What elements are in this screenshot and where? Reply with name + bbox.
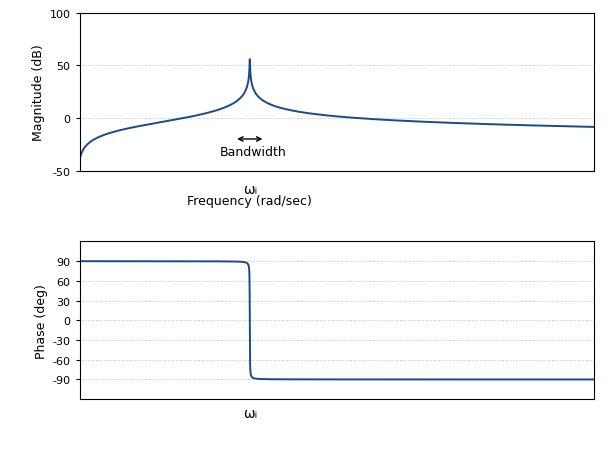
Text: ωᵢ: ωᵢ: [242, 407, 257, 420]
Text: Bandwidth: Bandwidth: [220, 146, 286, 159]
Y-axis label: Phase (deg): Phase (deg): [35, 283, 48, 358]
Text: Frequency (rad/sec): Frequency (rad/sec): [187, 194, 312, 207]
Y-axis label: Magnitude (dB): Magnitude (dB): [32, 44, 45, 141]
Text: ωᵢ: ωᵢ: [242, 183, 257, 196]
